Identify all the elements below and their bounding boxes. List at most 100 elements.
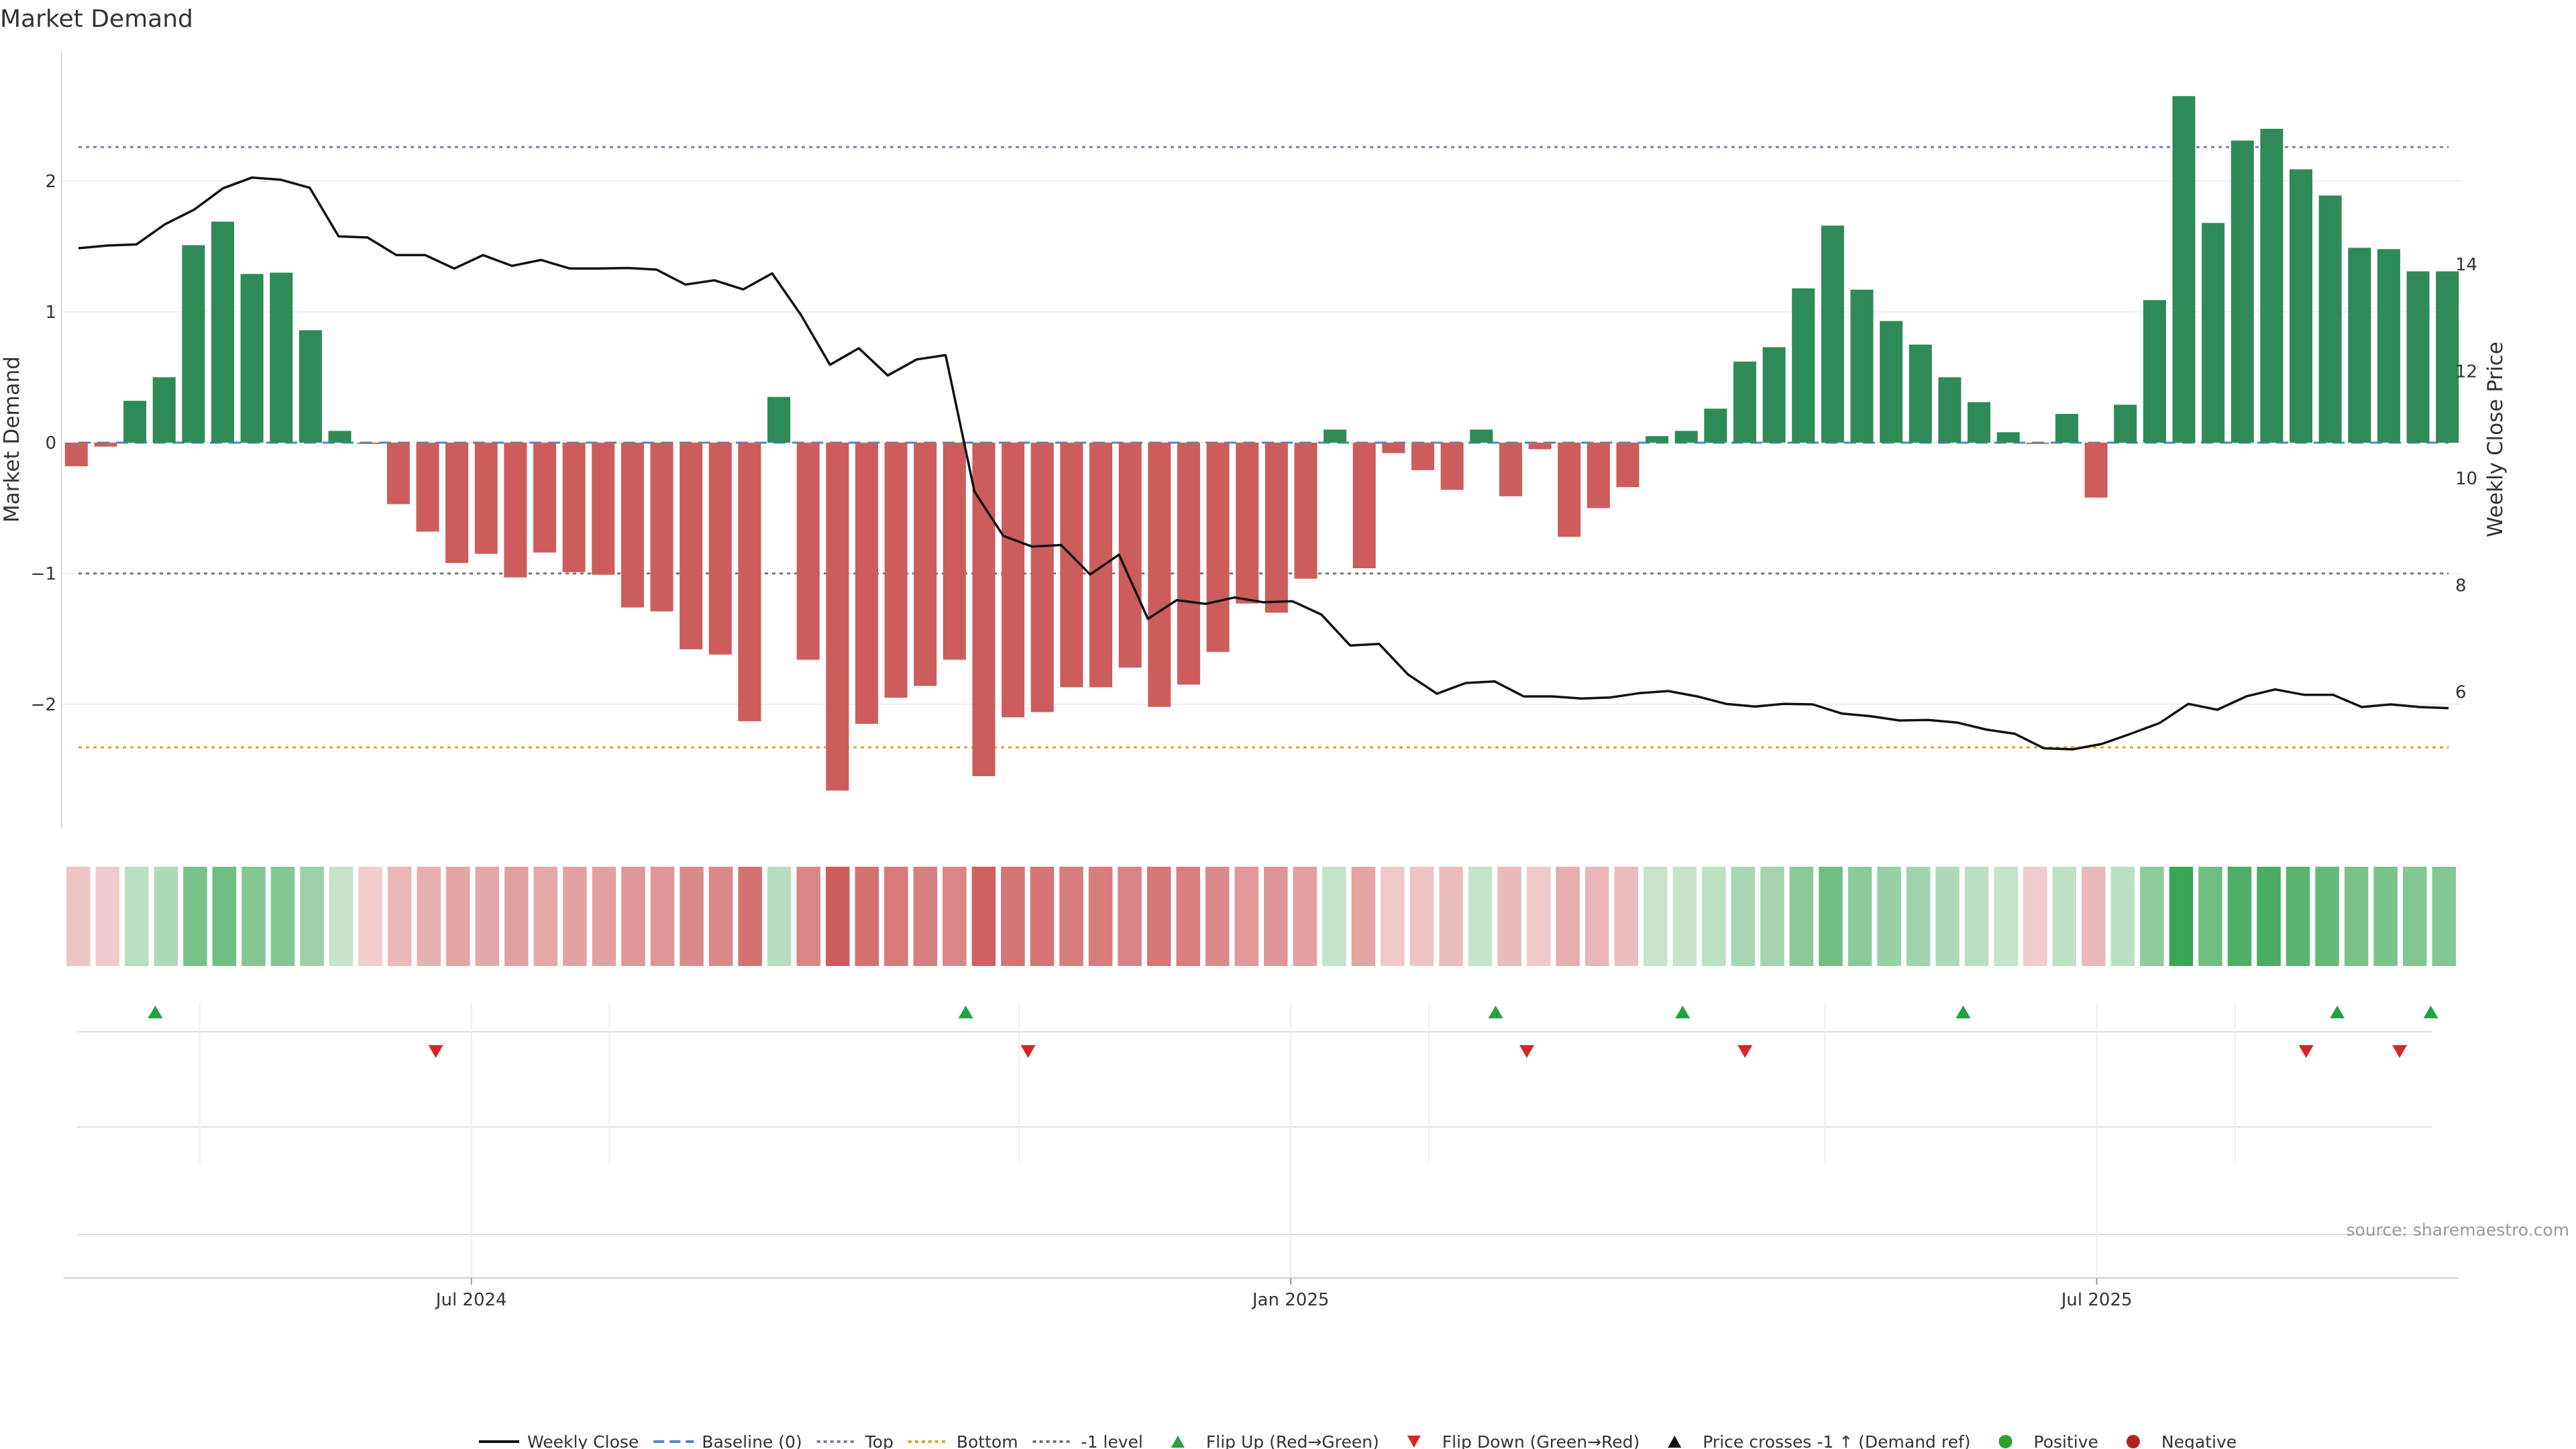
strip-cell: [1585, 867, 1609, 966]
strip-cell: [1497, 867, 1521, 966]
strip-cell: [2110, 867, 2135, 966]
strip-cell: [475, 867, 500, 966]
flip-marker-panel: [77, 1006, 2438, 1058]
demand-bar: [1411, 442, 1435, 470]
demand-bar: [445, 442, 469, 564]
y-tick-label: 0: [45, 433, 56, 453]
legend-item: Bottom: [908, 1432, 1018, 1449]
x-tick-label: Jul 2025: [2060, 1290, 2133, 1310]
demand-bar: [650, 442, 674, 612]
strip-cell: [708, 867, 733, 966]
demand-bar: [240, 274, 264, 443]
demand-bar: [2055, 413, 2078, 443]
strip-cell: [2257, 867, 2281, 966]
flip-down-marker: [2392, 1045, 2408, 1058]
legend-label: Top: [865, 1432, 894, 1449]
strip-cell: [1556, 867, 1580, 966]
demand-bar: [562, 442, 586, 572]
strip-cell: [2373, 867, 2398, 966]
y-tick-label: 2: [45, 172, 56, 192]
strip-cell: [1409, 867, 1434, 966]
x-tick-label: Jan 2025: [1251, 1290, 1330, 1310]
demand-bar: [708, 442, 732, 655]
demand-bar: [1733, 362, 1756, 443]
strip-cell: [2023, 867, 2047, 966]
strip-cell: [1351, 867, 1376, 966]
strip-cell: [1672, 867, 1697, 966]
legend-swatch: [1407, 1436, 1421, 1448]
strip-cell: [796, 867, 820, 966]
demand-bar: [1616, 442, 1640, 488]
demand-bar: [1646, 436, 1669, 443]
lower-panels: [64, 1003, 2459, 1279]
strip-cell: [270, 867, 295, 966]
demand-bar: [592, 442, 615, 575]
demand-bar: [1118, 442, 1142, 668]
weekly-close-line: [78, 176, 2449, 751]
flip-up-marker: [148, 1006, 163, 1018]
demand-bar: [211, 221, 235, 443]
strip-cell: [1176, 867, 1200, 966]
strip-cell: [2227, 867, 2252, 966]
demand-bar: [152, 377, 176, 443]
flip-up-marker: [2330, 1006, 2345, 1018]
strip-cell: [971, 867, 996, 966]
strip-cell: [2198, 867, 2222, 966]
strip-cell: [1001, 867, 1025, 966]
demand-bar: [2436, 271, 2459, 443]
demand-bar: [738, 442, 761, 722]
demand-bar: [1382, 442, 1405, 453]
strip-cell: [2140, 867, 2164, 966]
strip-cell: [1205, 867, 1230, 966]
legend-item: Top: [816, 1432, 894, 1449]
strip-cell: [2082, 867, 2106, 966]
strip-cell: [592, 867, 616, 966]
strip-cell: [738, 867, 762, 966]
y2-tick-label: 10: [2455, 469, 2477, 489]
strip-cell: [1526, 867, 1551, 966]
strip-cell: [913, 867, 938, 966]
y2-axis-ticks: 6 8 10 12 14: [2455, 255, 2477, 703]
strip-cell: [212, 867, 237, 966]
demand-bar: [1236, 442, 1259, 604]
strip-cell: [417, 867, 441, 966]
demand-bar: [358, 442, 381, 444]
strip-cell: [650, 867, 675, 966]
strip-cell: [680, 867, 704, 966]
strip-cell: [241, 867, 266, 966]
demand-bar: [621, 442, 644, 608]
demand-bar: [1674, 431, 1698, 443]
demand-bar: [884, 442, 908, 698]
strip-cell: [2286, 867, 2310, 966]
demand-bar: [1499, 442, 1522, 496]
demand-bar: [2172, 96, 2196, 443]
y-tick-label: −2: [31, 695, 56, 715]
y-tick-label: −1: [31, 564, 56, 584]
demand-bar: [972, 442, 996, 777]
strip-cell: [1118, 867, 1142, 966]
legend-swatch: [2126, 1435, 2140, 1448]
demand-bar: [826, 442, 849, 791]
demand-bar: [1177, 442, 1200, 685]
demand-bar: [1440, 442, 1464, 490]
legend-swatch: [1171, 1436, 1185, 1448]
legend-label: Negative: [2161, 1432, 2237, 1449]
strip-cell: [1789, 867, 1814, 966]
flip-up-marker: [958, 1006, 973, 1018]
legend-item: Price crosses -1 ↑ (Demand ref): [1668, 1432, 1971, 1449]
legend-label: Bottom: [957, 1432, 1018, 1449]
source-note: source: sharemaestro.com: [2347, 1220, 2570, 1240]
demand-bar: [1470, 429, 1493, 443]
strip-cell: [825, 867, 850, 966]
demand-bar: [2260, 128, 2284, 443]
strip-cell: [358, 867, 382, 966]
strip-cell: [1877, 867, 1901, 966]
strip-cell: [884, 867, 908, 966]
strip-cell: [1906, 867, 1931, 966]
strip-cell: [1264, 867, 1288, 966]
legend-item: Positive: [1998, 1432, 2098, 1449]
y2-tick-label: 6: [2455, 683, 2467, 703]
y-axis-label: Market Demand: [0, 356, 24, 523]
strip-cell: [125, 867, 149, 966]
